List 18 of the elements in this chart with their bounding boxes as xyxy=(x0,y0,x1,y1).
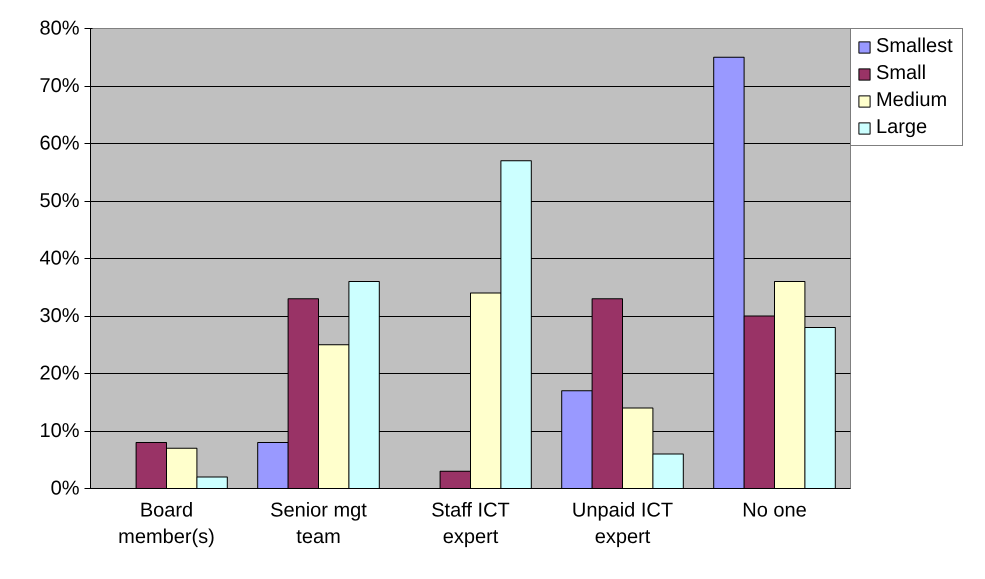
y-tick-label: 20% xyxy=(39,362,80,384)
x-tick-label: Board member(s) xyxy=(118,500,215,548)
y-tick-label: 50% xyxy=(39,190,80,212)
legend-label: Medium xyxy=(876,89,948,112)
legend-label: Smallest xyxy=(876,35,954,58)
x-tick-label: No one xyxy=(742,500,807,522)
y-tick-label: 70% xyxy=(39,75,80,97)
legend-label: Small xyxy=(876,62,928,85)
y-tick-label: 0% xyxy=(50,478,80,500)
x-tick-label: Unpaid ICT expert xyxy=(572,500,674,548)
y-tick-label: 60% xyxy=(39,132,80,154)
x-tick-label: Staff ICT expert xyxy=(431,500,510,548)
y-tick-label: 40% xyxy=(39,248,80,270)
y-tick-label: 80% xyxy=(39,18,80,40)
legend-label: Large xyxy=(876,116,928,139)
y-tick-label: 30% xyxy=(39,305,80,327)
y-tick-label: 10% xyxy=(39,420,80,442)
x-tick-label: Senior mgt team xyxy=(270,500,368,548)
